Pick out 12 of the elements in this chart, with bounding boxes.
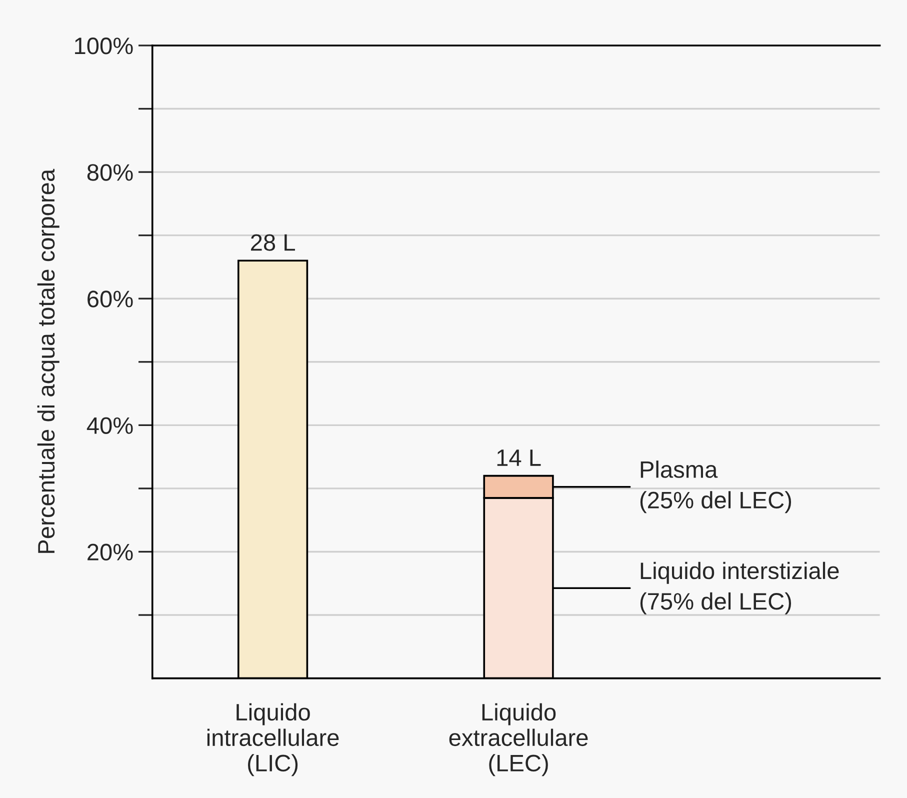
x-tick-label: Liquido intracellulare (LIC) xyxy=(207,703,339,776)
y-tick-label: 40% xyxy=(86,417,133,434)
y-tick-label: 80% xyxy=(87,164,133,181)
annotation: Liquido interstiziale (75% del LEC) xyxy=(640,562,839,614)
annotation: 14 L xyxy=(497,450,541,466)
x-tick-label: Liquido extracellulare (LEC) xyxy=(449,703,588,776)
y-tick-label: 20% xyxy=(88,544,133,561)
annotation: Plasma (25% del LEC) xyxy=(640,460,792,514)
y-tick-label: 60% xyxy=(88,290,133,308)
annotation: 28 L xyxy=(251,234,295,251)
y-tick-label: 100% xyxy=(75,38,133,54)
y-axis-title: Percentuale di acqua totale corporea xyxy=(37,168,60,553)
